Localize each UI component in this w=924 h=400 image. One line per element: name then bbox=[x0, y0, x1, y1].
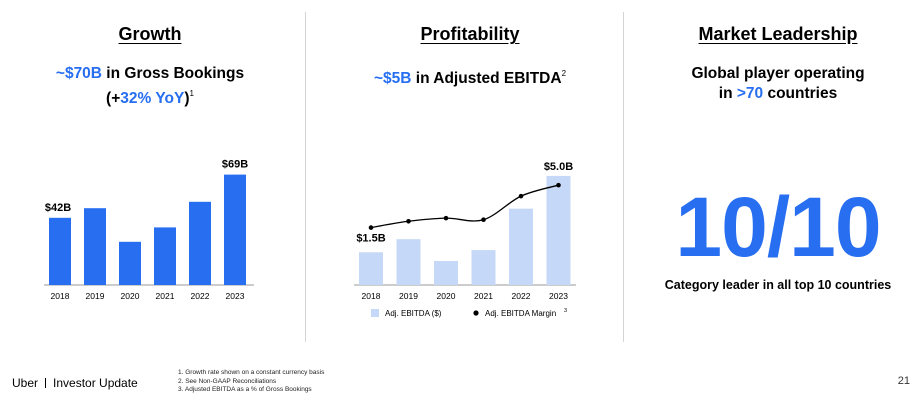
growth-panel: Growth ~$70B in Gross Bookings (+32% YoY… bbox=[0, 0, 300, 345]
market-panel: Market Leadership Global player operatin… bbox=[632, 0, 924, 345]
margin-point-2018 bbox=[368, 225, 374, 230]
margin-point-2021 bbox=[481, 217, 486, 223]
tick-label-2018: 2018 bbox=[51, 291, 70, 301]
footer-brand: Uber Investor Update bbox=[12, 376, 138, 390]
uber-logo-text: Uber bbox=[12, 376, 39, 390]
ebitda-chart: 2018 2019 2020 2021 2022 2023 $1.5B $5.0B Adj. E… bbox=[354, 161, 576, 318]
tick-label-2023: 2023 bbox=[226, 291, 245, 301]
margin-point-2020 bbox=[443, 215, 449, 221]
footnote-3: 3. Adjusted EBITDA as a % of Gross Booki… bbox=[178, 386, 312, 393]
tick-label-2019: 2019 bbox=[399, 291, 418, 301]
data-label-2018: $42B bbox=[45, 202, 71, 214]
tick-label-2021: 2021 bbox=[156, 291, 175, 301]
bar-2022 bbox=[189, 201, 211, 285]
margin-point-2019 bbox=[406, 218, 411, 224]
footnote-ref-1: 1 bbox=[189, 89, 194, 98]
legend-bar-label: Adj. EBITDA ($) bbox=[385, 309, 442, 318]
legend-line-label: Adj. EBITDA Margin bbox=[485, 309, 556, 318]
growth-subtitle: ~$70B in Gross Bookings bbox=[0, 64, 300, 84]
tick-label-2020: 2020 bbox=[121, 291, 140, 301]
margin-line bbox=[370, 184, 559, 229]
page-number: 21 bbox=[897, 375, 910, 387]
tick-label-2021: 2021 bbox=[474, 291, 493, 301]
gross-bookings-value: ~$70B bbox=[55, 65, 102, 82]
category-leader-caption: Category leader in all top 10 countries bbox=[664, 278, 892, 292]
tick-label-2020: 2020 bbox=[437, 291, 456, 301]
category-leader-number: 10/10 bbox=[675, 180, 881, 274]
ebitda-bar-2019 bbox=[396, 239, 421, 285]
bar-2021 bbox=[154, 227, 176, 285]
footnote-ref-2: 2 bbox=[561, 69, 567, 78]
ebitda-bar-2021 bbox=[471, 250, 496, 285]
yoy-value: 32% YoY bbox=[120, 90, 185, 107]
countries-pre: in bbox=[718, 85, 737, 102]
market-title: Market Leadership bbox=[698, 24, 858, 44]
tick-label-2019: 2019 bbox=[86, 291, 105, 301]
tick-label-2023: 2023 bbox=[549, 291, 568, 301]
footnotes: 1. Growth rate shown on a constant curre… bbox=[178, 369, 324, 395]
bar-2019 bbox=[84, 208, 106, 285]
ebitda-text: in Adjusted EBITDA bbox=[411, 70, 562, 87]
data-label-2023: $69B bbox=[222, 159, 248, 171]
legend-line-swatch bbox=[473, 310, 479, 316]
ebitda-bar-2020 bbox=[434, 261, 458, 285]
gross-bookings-text: in Gross Bookings bbox=[102, 65, 245, 82]
legend-line-footnote: 3 bbox=[564, 308, 567, 314]
tick-label-2018: 2018 bbox=[362, 291, 381, 301]
ebitda-data-label-2018: $1.5B bbox=[356, 233, 385, 245]
ebitda-bar-2023 bbox=[546, 175, 571, 285]
profitability-title: Profitability bbox=[420, 24, 520, 44]
gross-bookings-chart: 2018 $42B 2019 2020 2021 2022 2023 $69B bbox=[44, 159, 254, 301]
growth-title: Growth bbox=[118, 24, 182, 44]
ebitda-bar-2022 bbox=[509, 208, 533, 285]
bar-2023 bbox=[224, 174, 246, 285]
ebitda-value: ~$5B bbox=[373, 70, 412, 87]
growth-yoy: (+32% YoY)1 bbox=[0, 84, 300, 109]
divider-left bbox=[305, 12, 306, 342]
yoy-close: ) bbox=[184, 90, 190, 107]
bar-2020 bbox=[119, 241, 141, 285]
ebitda-data-label-2023: $5.0B bbox=[544, 161, 573, 173]
brand-separator bbox=[45, 378, 47, 388]
profitability-subtitle: ~$5B in Adjusted EBITDA2 bbox=[314, 64, 626, 89]
market-line-2: in >70 countries bbox=[632, 84, 924, 104]
countries-post: countries bbox=[763, 85, 838, 102]
tick-label-2022: 2022 bbox=[512, 291, 531, 301]
tick-label-2022: 2022 bbox=[191, 291, 210, 301]
margin-point-2022 bbox=[518, 193, 524, 199]
legend-bar-swatch bbox=[371, 309, 379, 317]
profitability-panel: Profitability ~$5B in Adjusted EBITDA2 2… bbox=[314, 0, 626, 345]
market-line-1: Global player operating bbox=[691, 65, 865, 82]
divider-right bbox=[623, 12, 624, 342]
countries-count: >70 bbox=[736, 85, 764, 102]
footnote-1: 1. Growth rate shown on a constant curre… bbox=[178, 369, 325, 376]
ebitda-bar-2018 bbox=[359, 252, 383, 285]
footer-section: Investor Update bbox=[53, 376, 138, 390]
yoy-open: (+ bbox=[106, 90, 121, 107]
footnote-2: 2. See Non-GAAP Reconciliations bbox=[178, 377, 277, 385]
bar-2018 bbox=[49, 217, 71, 285]
margin-point-2023 bbox=[556, 182, 561, 188]
